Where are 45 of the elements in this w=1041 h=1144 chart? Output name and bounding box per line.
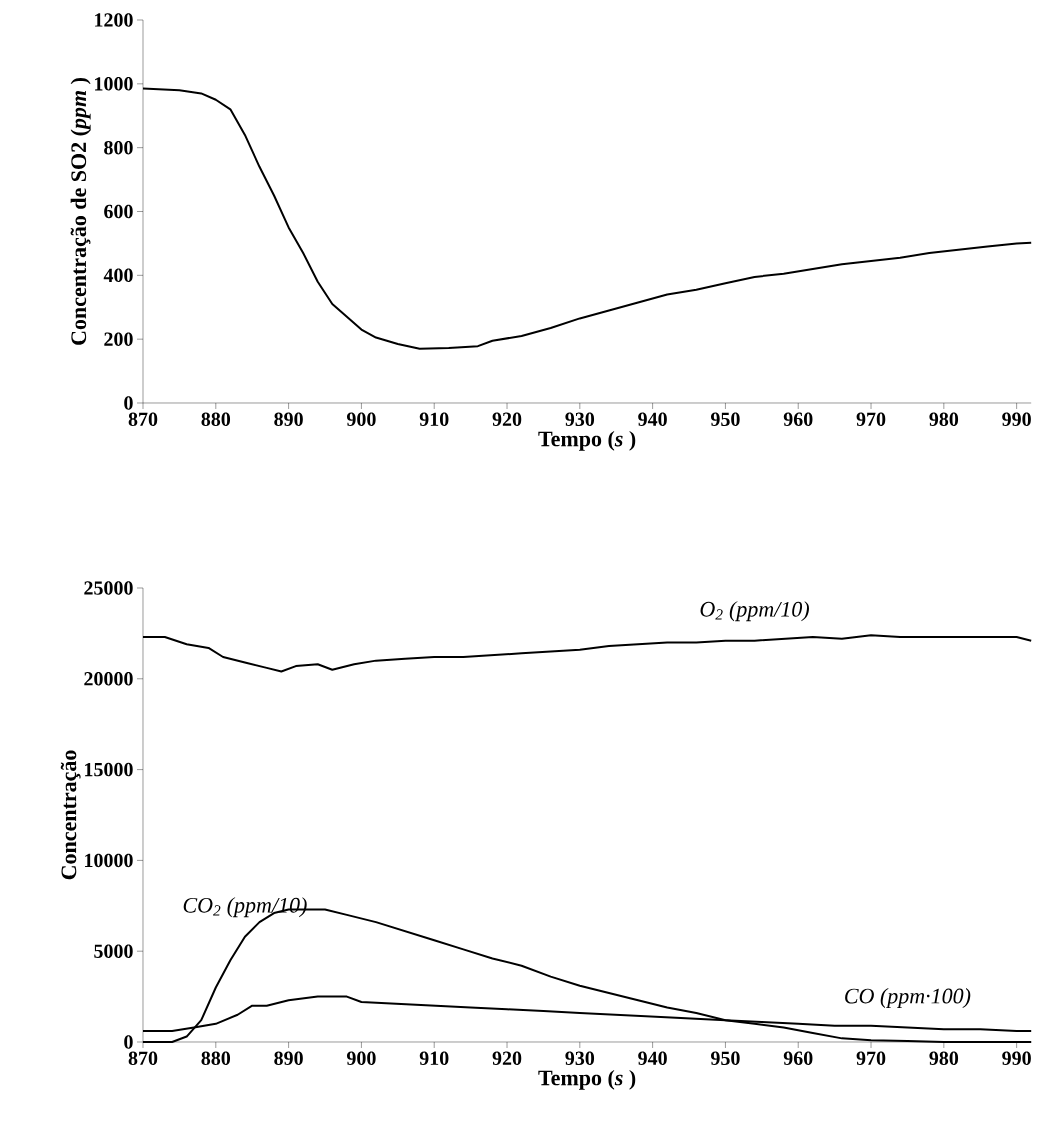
x-axis-title: Tempo (s ) <box>538 430 636 451</box>
y-tick-label: 0 <box>124 396 133 410</box>
series-label: CO (ppm·100) <box>845 987 971 1008</box>
x-tick-label: 930 <box>565 1051 595 1066</box>
x-tick-label: 960 <box>783 412 813 427</box>
y-tick-label: 10000 <box>85 853 133 868</box>
x-tick-label: 980 <box>929 412 959 427</box>
y-tick-label: 1000 <box>95 77 133 91</box>
x-tick-label: 970 <box>856 1051 886 1066</box>
y-tick-label: 400 <box>103 268 133 283</box>
x-tick-label: 980 <box>929 1051 959 1066</box>
x-tick-label: 900 <box>346 412 376 427</box>
y-axis-title: Concentração <box>60 750 81 880</box>
x-tick-label: 920 <box>492 412 522 427</box>
x-tick-label: 890 <box>274 412 303 427</box>
x-tick-label: 940 <box>638 1051 667 1066</box>
series-label: O$_{2}$ (ppm/10) <box>700 601 809 622</box>
x-tick-label: 880 <box>201 412 231 427</box>
x-axis-title: Tempo (s ) <box>538 1069 636 1090</box>
series-label: CO$_{2}$ (ppm/10) <box>183 897 307 918</box>
x-tick-label: 950 <box>710 412 740 427</box>
y-tick-label: 800 <box>104 140 133 155</box>
x-tick-label: 890 <box>274 1051 303 1066</box>
y-tick-label: 25000 <box>84 581 133 595</box>
x-tick-label: 870 <box>128 1051 158 1066</box>
x-tick-label: 960 <box>783 1051 813 1066</box>
x-tick-label: 880 <box>201 1051 231 1066</box>
x-tick-label: 920 <box>492 1051 522 1066</box>
y-tick-label: 15000 <box>85 762 133 777</box>
y-tick-label: 20000 <box>84 672 133 686</box>
x-tick-label: 930 <box>565 412 595 427</box>
y-tick-label: 600 <box>104 204 133 219</box>
y-tick-label: 0 <box>124 1035 133 1049</box>
x-tick-label: 940 <box>638 412 667 427</box>
x-tick-label: 870 <box>128 412 158 427</box>
y-tick-label: 5000 <box>94 944 133 958</box>
y-tick-label: 1200 <box>95 13 133 27</box>
y-tick-label: 200 <box>104 332 133 346</box>
x-tick-label: 910 <box>419 1051 449 1066</box>
x-tick-label: 900 <box>346 1051 376 1066</box>
x-tick-label: 990 <box>1002 1051 1031 1066</box>
x-tick-label: 950 <box>710 1051 740 1066</box>
x-tick-label: 990 <box>1002 412 1031 427</box>
x-tick-label: 910 <box>419 412 449 427</box>
x-tick-label: 970 <box>856 412 886 427</box>
